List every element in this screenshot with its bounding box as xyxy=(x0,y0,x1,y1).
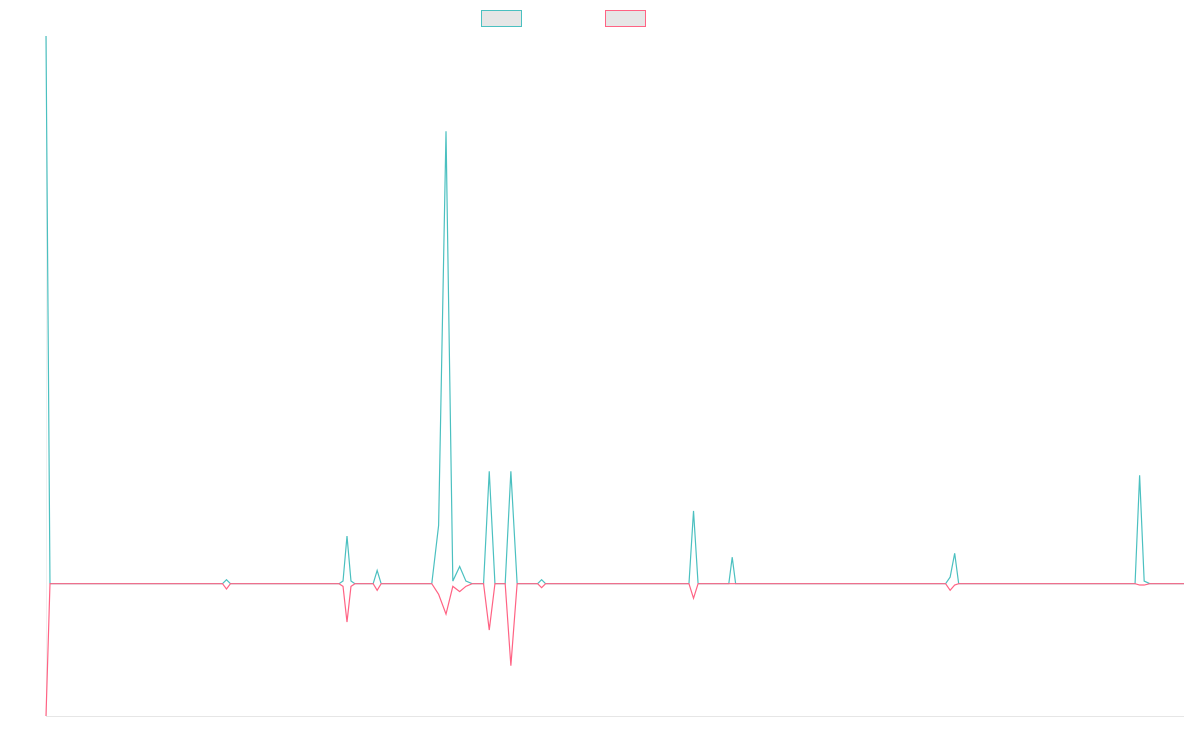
series-1-line xyxy=(45,35,1184,585)
legend-swatch-series-2[interactable] xyxy=(605,10,646,27)
legend-swatch-series-1[interactable] xyxy=(481,10,522,27)
legend xyxy=(481,10,646,27)
series-2-line xyxy=(45,583,1184,717)
series-group xyxy=(45,35,1184,717)
